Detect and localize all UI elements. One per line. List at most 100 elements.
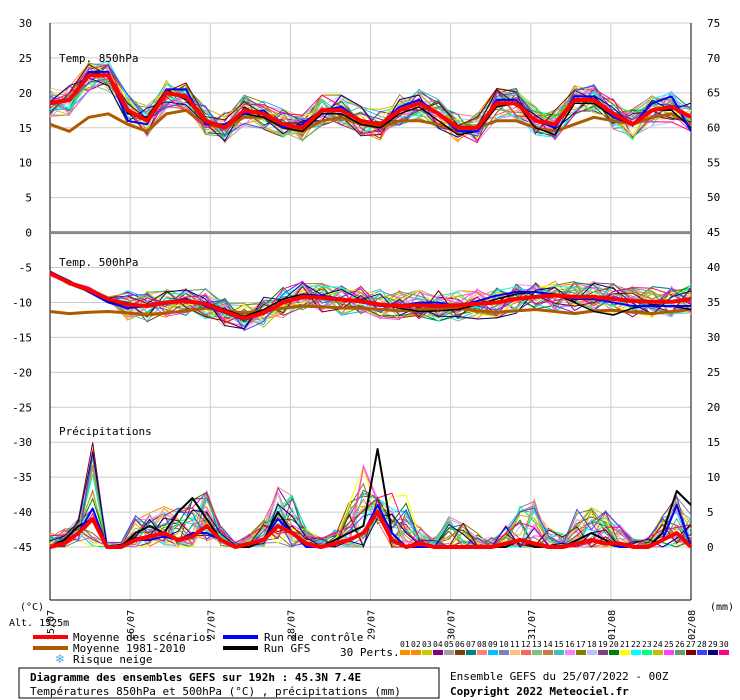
member-swatch [411, 650, 421, 655]
member-swatch [499, 650, 509, 655]
member-label: 20 [609, 640, 619, 649]
member-label: 03 [422, 640, 432, 649]
member-label: 01 [400, 640, 410, 649]
member-label: 04 [433, 640, 443, 649]
member-precip-line [49, 490, 692, 549]
precip-mean-line [49, 510, 693, 549]
member-swatch [576, 650, 586, 655]
left-tick-label: -30 [12, 436, 32, 449]
member-label: 19 [598, 640, 608, 649]
right-tick-label-top: 50 [707, 191, 720, 204]
right-axis-ticks-top: 75 70 65 60 55 50 45 [707, 17, 720, 239]
member-label: 27 [686, 640, 696, 649]
member-swatch [532, 650, 542, 655]
left-tick-label: 5 [25, 192, 32, 205]
footer-box [18, 667, 440, 699]
x-tick-label: 25/07 [46, 610, 57, 640]
altitude-label: Alt. 1525m [9, 618, 69, 629]
x-tick-label: 31/07 [527, 610, 538, 640]
member-swatch [543, 650, 553, 655]
member-swatch [521, 650, 531, 655]
t500-mean-line [49, 271, 692, 321]
right-tick-label-bottom: 40 [707, 261, 720, 274]
member-label: 09 [488, 640, 498, 649]
member-swatch [466, 650, 476, 655]
right-tick-label-bottom: 30 [707, 331, 720, 344]
run-info: Ensemble GEFS du 25/07/2022 - 00Z [450, 670, 669, 683]
left-tick-label: 20 [19, 87, 32, 100]
member-label: 08 [477, 640, 487, 649]
member-swatch [554, 650, 564, 655]
right-tick-label-bottom: 15 [707, 436, 720, 449]
member-swatch [609, 650, 619, 655]
member-label: 22 [631, 640, 641, 649]
member-swatch [631, 650, 641, 655]
member-swatch [653, 650, 663, 655]
right-tick-label-top: 75 [707, 17, 720, 30]
right-tick-label-top: 60 [707, 122, 720, 135]
ensemble-members [49, 60, 692, 549]
member-t850-line [49, 61, 692, 140]
member-swatch [719, 650, 729, 655]
member-label: 05 [444, 640, 454, 649]
member-label: 16 [565, 640, 575, 649]
x-tick-label: 01/08 [607, 610, 618, 640]
member-t850-line [49, 64, 692, 139]
panel-title-precip: Précipitations [59, 425, 152, 438]
left-tick-label: -40 [12, 506, 32, 519]
member-swatch [510, 650, 520, 655]
member-swatch [675, 650, 685, 655]
member-t500-line [49, 275, 692, 328]
member-precip-line [49, 452, 692, 548]
member-label: 29 [708, 640, 718, 649]
member-label: 07 [466, 640, 476, 649]
x-tick-label: 27/07 [206, 610, 217, 640]
right-axis-ticks-bottom: 40 35 30 25 20 15 10 5 0 [707, 261, 720, 554]
left-tick-label: -35 [12, 471, 32, 484]
member-swatch [620, 650, 630, 655]
legend-perts: 30 Perts. [340, 646, 400, 659]
member-precip-line [50, 458, 692, 548]
left-tick-label: 30 [19, 17, 32, 30]
member-swatch [664, 650, 674, 655]
left-axis-ticks: 30 25 20 15 10 5 0 -5 -10 -15 -20 -25 -30 -35 -40 -45 [12, 17, 32, 554]
member-label: 30 [719, 640, 729, 649]
member-label: 28 [697, 640, 707, 649]
right-tick-label-top: 70 [707, 52, 720, 65]
left-tick-label: -45 [12, 541, 32, 554]
member-swatch [697, 650, 707, 655]
main-series [49, 70, 693, 549]
right-tick-label-bottom: 10 [707, 471, 720, 484]
left-tick-label: 15 [19, 122, 32, 135]
member-swatch [708, 650, 718, 655]
t850-mean-line [49, 73, 692, 130]
member-swatch [455, 650, 465, 655]
right-tick-label-top: 65 [707, 87, 720, 100]
right-tick-label-bottom: 20 [707, 401, 720, 414]
member-label: 13 [532, 640, 542, 649]
right-tick-label-bottom: 25 [707, 366, 720, 379]
left-tick-label: -15 [12, 331, 32, 344]
legend-control: Run de contrôle [264, 631, 363, 644]
chart-title: Diagramme des ensembles GEFS sur 192h : … [30, 671, 361, 684]
member-swatch [642, 650, 652, 655]
legend: Moyenne des scénarios Moyenne 1981-2010 … [33, 631, 729, 666]
left-tick-label: -10 [12, 296, 32, 309]
member-label: 17 [576, 640, 586, 649]
x-tick-label: 02/08 [687, 610, 698, 640]
legend-climo: Moyenne 1981-2010 [73, 642, 186, 655]
member-swatch [598, 650, 608, 655]
x-axis-labels: 25/07 26/07 27/07 28/07 29/07 30/07 31/07 01/08… [46, 610, 698, 640]
left-tick-label: -5 [19, 262, 32, 275]
right-axis-unit: (mm) [710, 602, 734, 613]
member-label: 18 [587, 640, 597, 649]
member-swatch [477, 650, 487, 655]
member-label: 21 [620, 640, 630, 649]
member-swatch [587, 650, 597, 655]
panel-title-t500: Temp. 500hPa [59, 256, 138, 269]
x-tick-label: 28/07 [286, 610, 297, 640]
member-label: 23 [642, 640, 652, 649]
right-tick-label-bottom: 35 [707, 296, 720, 309]
member-label: 06 [455, 640, 465, 649]
